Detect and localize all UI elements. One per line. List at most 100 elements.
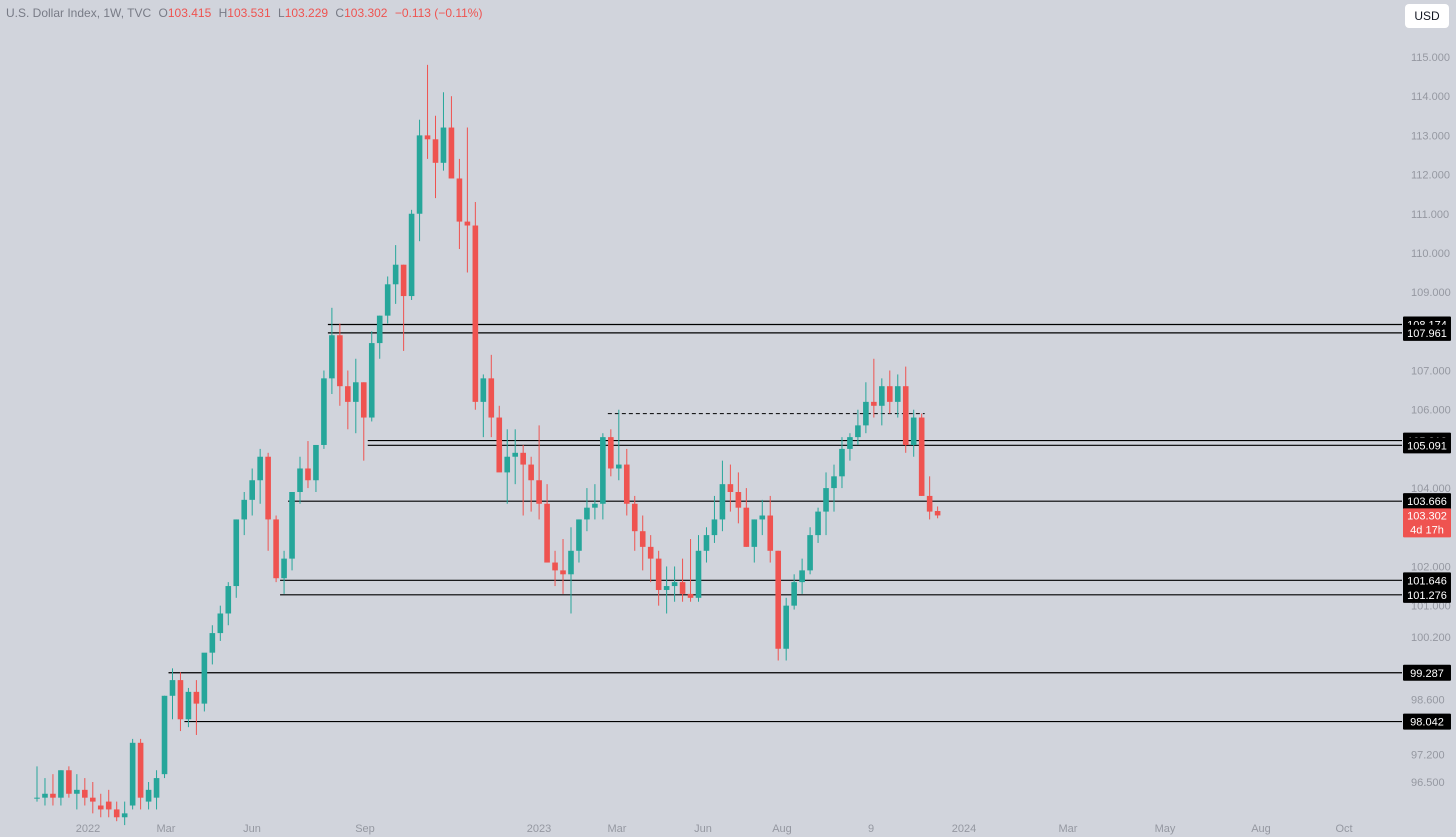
time-tick-label: 2023	[527, 823, 551, 835]
candle-body	[695, 550, 702, 598]
time-tick-label: Jun	[243, 823, 261, 835]
candle-body	[735, 492, 742, 508]
candle	[759, 499, 766, 536]
candle-body	[791, 582, 797, 606]
candle	[353, 358, 359, 434]
candle-body	[823, 488, 829, 512]
candle	[855, 409, 861, 445]
candle-body	[456, 178, 463, 222]
candle-body	[608, 437, 614, 469]
candle-body	[488, 378, 495, 418]
currency-button[interactable]: USD	[1405, 4, 1449, 28]
candle-body	[353, 382, 359, 402]
candle	[217, 605, 224, 641]
candle-body	[97, 805, 104, 810]
price-axis[interactable]: 96.500 97.200 98.600 100.200 101.000 102.000 1…	[1411, 52, 1451, 789]
candle-body	[82, 789, 88, 798]
candle	[934, 506, 941, 519]
candle	[233, 519, 240, 598]
candle	[807, 527, 813, 575]
candle-body	[767, 515, 774, 551]
candle	[153, 770, 160, 810]
close-value: 103.302	[344, 6, 388, 20]
candle-body	[321, 378, 327, 445]
candle	[360, 382, 367, 461]
candle	[289, 492, 295, 571]
candle	[137, 738, 144, 810]
open-label: O	[158, 6, 168, 20]
candle-body	[464, 221, 471, 226]
time-tick-label: May	[1155, 823, 1176, 835]
candle	[743, 488, 750, 547]
candle	[608, 429, 614, 477]
candle	[448, 96, 455, 179]
candle-body	[671, 582, 678, 587]
level-price-tag: 103.666	[1403, 493, 1451, 510]
candle	[751, 519, 758, 563]
time-axis[interactable]: 2022 Mar Jun Sep 2023 Mar Jun Aug 9 2024 Mar May Aug…	[76, 823, 1353, 835]
time-tick-label: 9	[868, 823, 874, 835]
candle	[631, 495, 638, 551]
candle-body	[105, 801, 112, 810]
candle	[456, 158, 463, 250]
candle	[464, 127, 471, 273]
price-tick-label: 104.000	[1411, 483, 1451, 495]
candle-body	[345, 386, 351, 402]
candle-body	[552, 562, 558, 571]
price-tick-label: 106.000	[1411, 405, 1451, 417]
time-tick-label: 2022	[76, 823, 100, 835]
candle-body	[249, 480, 255, 500]
level-price-label: 98.042	[1410, 717, 1444, 729]
candle-body	[855, 425, 861, 438]
candle	[408, 209, 415, 300]
candle-body	[839, 448, 845, 477]
candle	[879, 378, 885, 426]
low-label: L	[278, 6, 285, 20]
candle-body	[663, 586, 670, 590]
candle	[305, 441, 311, 489]
candle-body	[871, 401, 877, 406]
candle	[105, 789, 112, 818]
candle-body	[528, 464, 534, 481]
candle-body	[863, 401, 869, 426]
candle-body	[89, 797, 96, 802]
candle	[337, 323, 343, 406]
candle-body	[751, 519, 758, 547]
candle-body	[305, 468, 311, 481]
candle-body	[568, 550, 574, 575]
candle	[847, 433, 853, 461]
candle	[584, 488, 590, 532]
time-tick-label: Oct	[1335, 823, 1352, 835]
candle	[177, 672, 184, 732]
candle-body	[902, 386, 909, 445]
level-price-tag: 98.042	[1403, 713, 1451, 730]
candle	[504, 429, 511, 504]
level-price-tag: 105.091	[1403, 437, 1451, 454]
candle-body	[918, 417, 925, 496]
price-tick-label: 110.000	[1411, 248, 1450, 260]
candle-body	[201, 652, 208, 704]
legend-header: U.S. Dollar Index, 1W, TVC O103.415 H103…	[6, 6, 482, 20]
candle-body	[727, 484, 734, 492]
candle-body	[496, 417, 503, 473]
candle	[392, 245, 399, 304]
candle-body	[584, 507, 590, 520]
candle-body	[281, 558, 287, 579]
candle-body	[297, 468, 303, 492]
candle-body	[58, 770, 64, 798]
candle-body	[576, 519, 582, 551]
candle	[313, 444, 319, 492]
time-tick-label: Mar	[157, 823, 176, 835]
candle-body	[775, 550, 782, 649]
candle-body	[193, 691, 200, 704]
candle-body	[926, 495, 933, 512]
candle-body	[440, 127, 447, 163]
candle-body	[448, 127, 455, 179]
candle-body	[185, 691, 192, 720]
time-tick-label: Jun	[694, 823, 712, 835]
candle	[839, 437, 845, 489]
candle	[488, 354, 495, 438]
price-tick-label: 115.000	[1411, 52, 1450, 64]
candle-body	[153, 778, 160, 798]
